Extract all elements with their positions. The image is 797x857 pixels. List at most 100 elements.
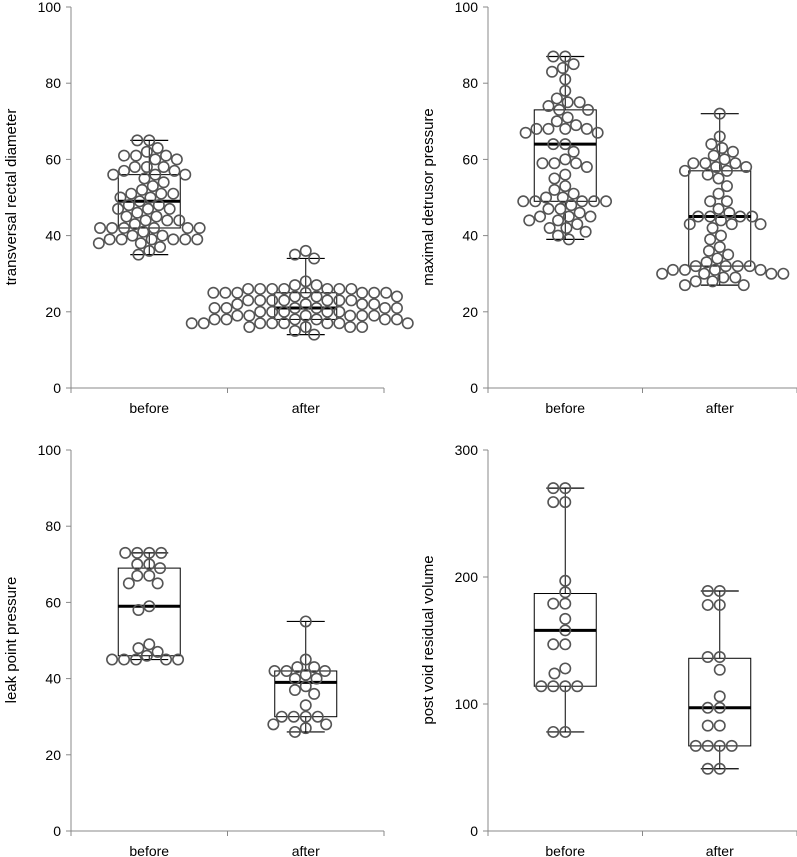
data-point: [150, 210, 163, 223]
data-point: [550, 92, 563, 105]
data-point: [737, 279, 750, 292]
data-point: [128, 161, 141, 174]
data-point: [254, 282, 267, 295]
data-point: [548, 183, 561, 196]
data-point: [701, 762, 714, 775]
data-point: [278, 282, 291, 295]
points-after: [689, 584, 738, 775]
data-point: [118, 164, 131, 177]
data-point: [134, 237, 147, 250]
data-point: [530, 122, 543, 135]
data-point: [321, 317, 334, 330]
data-point: [154, 241, 167, 254]
data-point: [547, 496, 560, 509]
data-point: [152, 199, 165, 212]
data-point: [179, 168, 192, 181]
data-point: [552, 214, 565, 227]
data-point: [143, 600, 156, 613]
data-point: [125, 187, 138, 200]
data-point: [155, 546, 168, 559]
data-point: [118, 653, 131, 666]
data-point: [378, 301, 391, 314]
data-point: [299, 615, 312, 628]
data-point: [723, 206, 736, 219]
data-point: [707, 149, 720, 162]
data-point: [160, 149, 173, 162]
data-point: [168, 164, 181, 177]
data-point: [310, 301, 323, 314]
data-point: [299, 321, 312, 334]
data-point: [546, 65, 559, 78]
y-tick-label: 80: [462, 75, 478, 91]
data-point: [320, 718, 333, 731]
panel-2: 0 20 40 60 80 100 before after maximal detrusor …: [420, 0, 797, 416]
data-point: [288, 684, 301, 697]
data-point: [139, 214, 152, 227]
data-point: [712, 172, 725, 185]
y-tick-label: 40: [462, 228, 478, 244]
data-point: [548, 172, 561, 185]
data-point: [368, 309, 381, 322]
data-point: [548, 667, 561, 680]
data-point: [130, 149, 143, 162]
data-point: [167, 187, 180, 200]
data-point: [242, 282, 255, 295]
x-tick-label-after: after: [292, 843, 320, 857]
data-point: [154, 562, 167, 575]
data-point: [559, 638, 572, 651]
data-point: [299, 668, 312, 681]
data-point: [118, 221, 131, 234]
data-point: [542, 122, 555, 135]
data-point: [777, 267, 790, 280]
panel-1: 0 20 40 60 80 100 before after transversal recta…: [3, 0, 414, 416]
data-point: [570, 157, 583, 170]
boxplot-before: [117, 552, 181, 661]
data-point: [713, 719, 726, 732]
data-point: [559, 624, 572, 637]
y-tick-label: 0: [53, 823, 61, 839]
y-tick-label: 60: [45, 594, 61, 610]
data-point: [678, 263, 691, 276]
data-point: [299, 710, 312, 723]
y-axis-title: maximal detrusor pressure: [420, 108, 437, 286]
data-point: [573, 96, 586, 109]
data-point: [543, 221, 556, 234]
data-point: [310, 279, 323, 292]
data-point: [140, 161, 153, 174]
boxplot-after: [688, 590, 752, 770]
data-point: [559, 482, 572, 495]
data-point: [185, 317, 198, 330]
data-point: [547, 638, 560, 651]
data-point: [131, 206, 144, 219]
data-point: [713, 739, 726, 752]
data-point: [687, 157, 700, 170]
x-tick-label-before: before: [545, 843, 585, 857]
data-point: [131, 134, 144, 147]
data-point: [559, 50, 572, 63]
data-point: [559, 612, 572, 625]
data-point: [333, 317, 346, 330]
data-point: [299, 244, 312, 257]
data-point: [562, 210, 575, 223]
x-tick-label-before: before: [129, 400, 169, 416]
data-point: [308, 687, 321, 700]
data-point: [299, 286, 312, 299]
data-point: [179, 233, 192, 246]
data-point: [368, 286, 381, 299]
data-point: [333, 294, 346, 307]
boxplot-before: [533, 487, 597, 733]
data-point: [666, 263, 679, 276]
data-point: [559, 662, 572, 675]
data-point: [678, 279, 691, 292]
y-tick-label: 0: [470, 823, 478, 839]
y-tick-label: 40: [45, 671, 61, 687]
iqr-box: [688, 657, 752, 747]
data-point: [197, 317, 210, 330]
data-point: [310, 290, 323, 303]
data-point: [275, 710, 288, 723]
data-point: [534, 210, 547, 223]
data-point: [220, 313, 233, 326]
data-point: [345, 282, 358, 295]
data-point: [726, 145, 739, 158]
